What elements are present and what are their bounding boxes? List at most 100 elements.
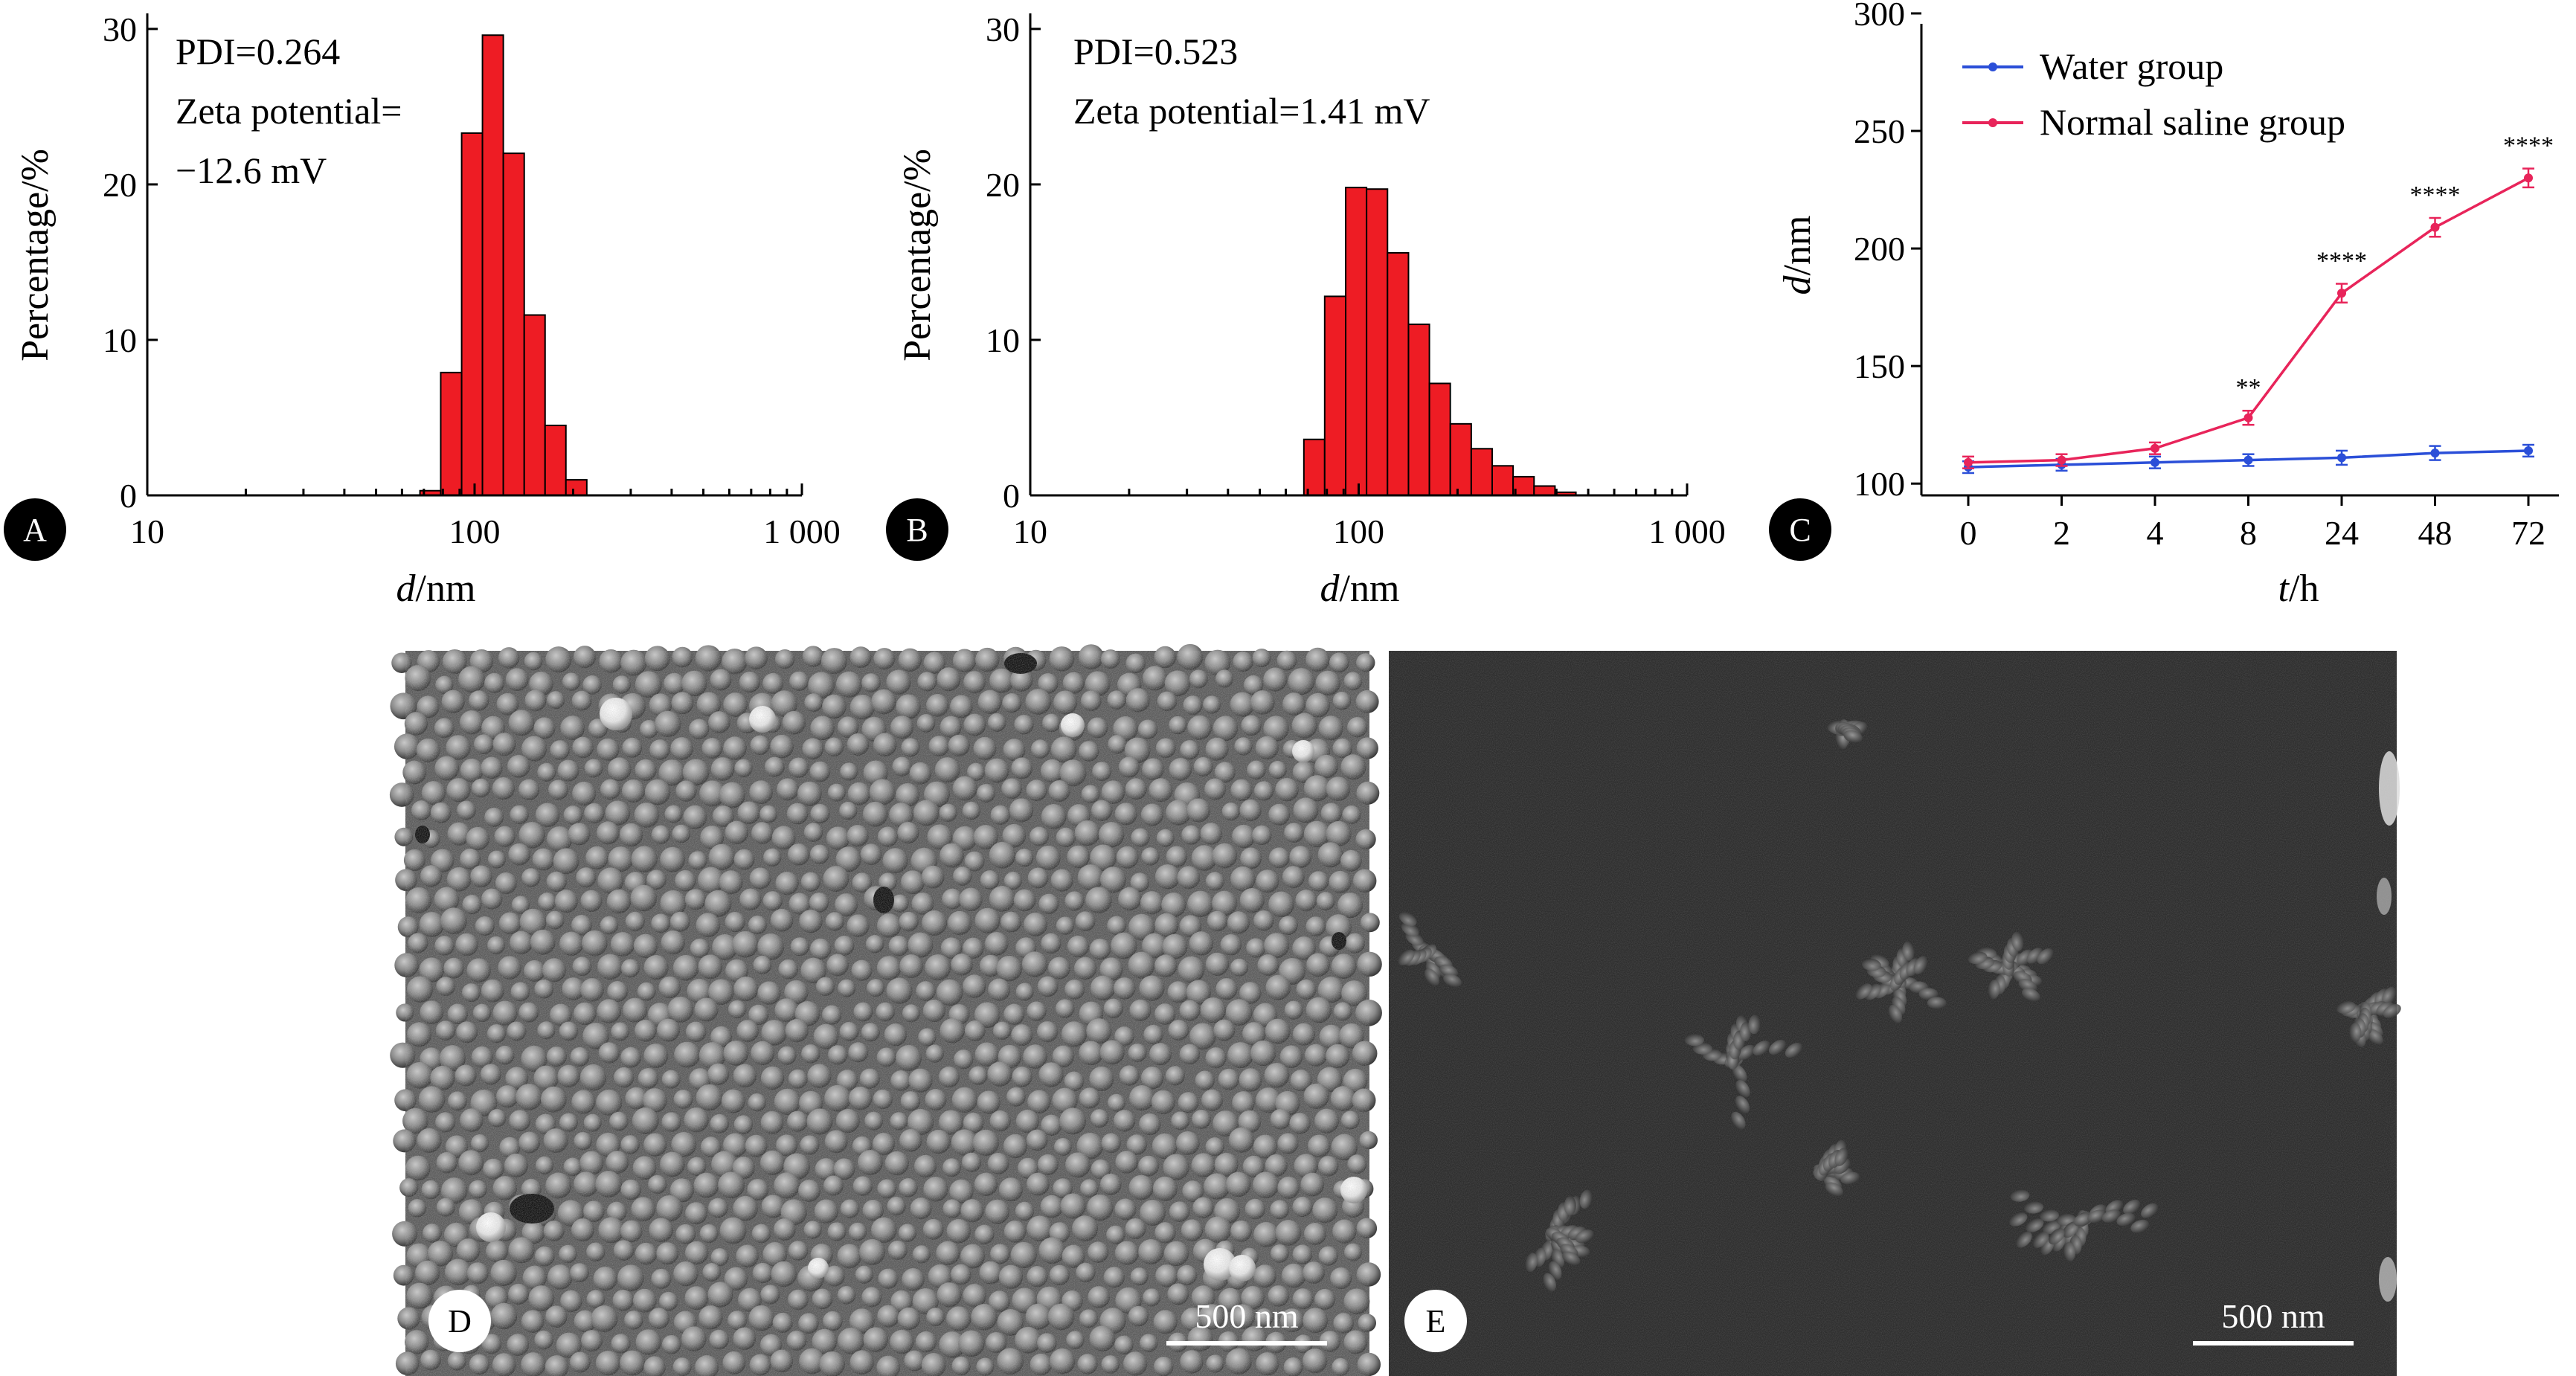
panel-label-b: B [886, 498, 948, 561]
data-point [2151, 443, 2159, 453]
data-point [2243, 455, 2253, 465]
histogram-bar [1491, 465, 1515, 497]
panel-label-e: E [1404, 1290, 1467, 1352]
significance-marker: **** [2503, 132, 2554, 160]
zeta-annotation-a-line2: −12.6 mV [176, 150, 327, 191]
svg-text:E: E [1426, 1303, 1446, 1340]
data-point [2524, 446, 2533, 455]
x-axis-label-a: d/nm [396, 568, 476, 610]
histogram-bar [1449, 422, 1472, 496]
panel-label-d: D [428, 1290, 491, 1352]
significance-markers-c: ************** [2236, 132, 2554, 402]
pdi-annotation-a: PDI=0.264 [176, 30, 340, 72]
y-tick-label: 250 [1854, 112, 1905, 150]
x-tick-label: 48 [2418, 514, 2453, 552]
x-tick-label: 1 000 [763, 512, 841, 550]
y-tick-label: 300 [1854, 0, 1905, 33]
legend-c: Water group Normal saline group [1962, 45, 2345, 143]
scale-bar-label-e: 500 nm [2221, 1297, 2325, 1335]
series-saline [1962, 167, 2534, 469]
significance-marker: ** [2236, 374, 2261, 402]
x-axis-label-b: d/nm [1320, 568, 1400, 610]
histogram-bar [460, 132, 484, 496]
y-axis-label-a: Percentage/% [14, 149, 57, 361]
significance-marker: **** [2316, 248, 2367, 275]
panel-label-c: C [1769, 498, 1831, 561]
zeta-annotation-a-line1: Zeta potential= [176, 90, 402, 132]
data-point [2337, 289, 2346, 298]
data-point [1964, 457, 1973, 467]
histogram-bar [1428, 382, 1451, 496]
svg-text:C: C [1789, 512, 1811, 548]
y-tick-label: 30 [986, 10, 1020, 48]
y-tick-label: 30 [103, 10, 137, 48]
histogram-bar [1303, 438, 1326, 497]
data-point [2243, 413, 2253, 422]
series-water [1962, 443, 2534, 475]
x-tick-label: 24 [2325, 514, 2359, 552]
histogram-bar [1533, 485, 1556, 497]
sem-image-d: 500 nm D [389, 643, 1382, 1376]
sem-aggregates-e [1398, 719, 2401, 1302]
histogram-bar [440, 371, 463, 496]
histogram-bar [1470, 448, 1493, 497]
histogram-bars-b [1303, 187, 1577, 497]
y-tick-label: 0 [1003, 477, 1020, 515]
legend-label-saline: Normal saline group [2040, 101, 2345, 143]
histogram-bar [1323, 295, 1347, 496]
legend-label-water: Water group [2040, 45, 2223, 87]
sem-image-e: 500 nm E [1389, 651, 2401, 1376]
histogram-bar [1366, 188, 1389, 496]
histogram-bar [1407, 324, 1430, 496]
x-tick-label: 1 000 [1648, 512, 1726, 550]
y-axis-label-b: Percentage/% [896, 149, 939, 361]
histogram-bar [1345, 187, 1368, 497]
svg-text:D: D [448, 1303, 472, 1340]
x-tick-label: 0 [1960, 514, 1977, 552]
y-tick-label: 20 [103, 166, 137, 204]
y-tick-label: 10 [986, 321, 1020, 359]
data-point [2337, 453, 2346, 463]
histogram-bar [1387, 251, 1410, 496]
svg-text:B: B [906, 512, 928, 548]
x-tick-label: 10 [130, 512, 164, 550]
data-point [2430, 222, 2440, 232]
x-tick-label: 8 [2240, 514, 2257, 552]
svg-text:A: A [23, 512, 47, 548]
zeta-annotation-b: Zeta potential=1.41 mV [1073, 90, 1430, 132]
x-tick-label: 100 [1333, 512, 1384, 550]
histogram-bars-a [419, 34, 588, 497]
histogram-bar [481, 34, 504, 496]
data-point [2430, 449, 2440, 458]
series-c [1962, 167, 2534, 475]
x-tick-label: 100 [449, 512, 501, 550]
y-tick-label: 20 [986, 166, 1020, 204]
histogram-bar [523, 314, 546, 496]
y-tick-label: 200 [1854, 230, 1905, 268]
data-point [2151, 457, 2159, 467]
y-tick-label: 100 [1854, 465, 1905, 503]
x-axis-label-c: t/h [2278, 568, 2319, 610]
y-tick-label: 10 [103, 321, 137, 359]
x-tick-label: 72 [2511, 514, 2546, 552]
histogram-bar [565, 479, 588, 497]
x-tick-label: 2 [2053, 514, 2070, 552]
histogram-bar [502, 152, 525, 496]
scale-bar-label-d: 500 nm [1195, 1297, 1299, 1335]
x-tick-label: 10 [1013, 512, 1047, 550]
y-tick-label: 0 [120, 477, 137, 515]
panel-label-a: A [4, 498, 66, 561]
data-point [2057, 455, 2066, 465]
pdi-annotation-b: PDI=0.523 [1073, 30, 1238, 72]
significance-marker: **** [2410, 181, 2461, 209]
x-tick-label: 4 [2147, 514, 2164, 552]
data-point [2524, 173, 2533, 183]
y-axis-label-c: d/nm [1776, 216, 1819, 295]
